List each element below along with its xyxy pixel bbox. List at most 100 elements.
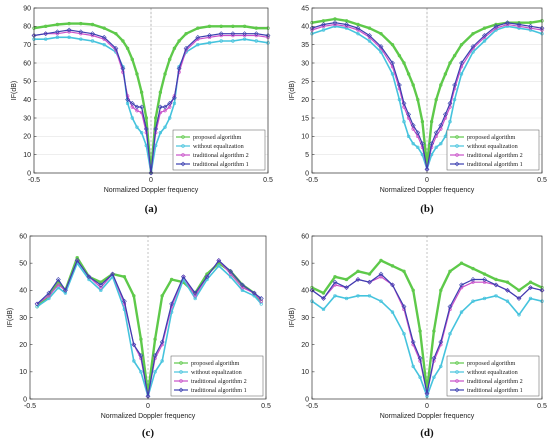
data-point [379, 31, 383, 36]
y-tick-label: 10 [301, 369, 309, 376]
data-point [258, 296, 264, 301]
data-point [163, 72, 167, 76]
data-point [367, 33, 372, 38]
data-point [193, 294, 197, 298]
legend-marker [179, 379, 183, 383]
y-tick-label: 20 [301, 97, 309, 104]
data-point [46, 290, 52, 296]
series-line-proposed [311, 17, 543, 167]
data-point [135, 72, 139, 76]
data-point [43, 37, 48, 41]
data-point [443, 72, 448, 76]
data-point [390, 60, 395, 66]
data-point [67, 35, 71, 40]
data-point [205, 275, 209, 279]
data-point [139, 104, 145, 110]
data-point [120, 66, 126, 71]
y-tick-label: 40 [301, 288, 309, 295]
data-point [228, 272, 233, 276]
y-tick-label: 0 [23, 396, 27, 403]
data-point [516, 296, 522, 301]
data-point [418, 375, 422, 379]
data-point [410, 339, 416, 345]
data-point [231, 24, 235, 29]
data-point [195, 34, 201, 40]
data-point [90, 22, 95, 27]
data-point [259, 299, 263, 303]
data-point [139, 130, 144, 135]
data-point [432, 375, 436, 379]
data-point [528, 285, 533, 291]
y-axis-label: IF(dB) [289, 81, 296, 100]
data-point [34, 301, 40, 307]
y-axis-label: IF(dB) [11, 81, 18, 100]
legend-label-trad1: traditional algorithm 1 [467, 387, 523, 394]
data-point [79, 21, 83, 26]
y-tick-label: 45 [301, 5, 309, 12]
data-point [402, 119, 406, 124]
data-point [129, 100, 135, 106]
data-point [418, 329, 422, 333]
data-point [74, 258, 80, 263]
data-point [139, 337, 143, 341]
y-tick-label: 50 [19, 261, 27, 268]
data-point [433, 130, 439, 136]
data-point [55, 22, 60, 27]
data-point [321, 296, 326, 301]
data-point [163, 125, 167, 129]
data-point [254, 26, 258, 30]
data-point [406, 72, 411, 76]
data-point [402, 332, 406, 336]
legend: proposed algorithm without equalization tr… [170, 355, 264, 397]
legend-label-trad2: traditional algorithm 2 [467, 378, 523, 385]
data-point [132, 294, 136, 298]
data-point [55, 35, 60, 40]
y-tick-label: 40 [301, 24, 309, 31]
legend-label-proposed: proposed algorithm [467, 134, 515, 141]
data-point [134, 104, 140, 110]
legend-label-trad1: traditional algorithm 1 [191, 387, 247, 394]
data-point [130, 57, 134, 62]
data-point [434, 145, 438, 150]
data-point [429, 141, 435, 147]
data-point [448, 269, 452, 274]
x-tick-label: 0 [425, 177, 429, 184]
legend-label-trad2: traditional algorithm 2 [191, 378, 247, 385]
x-tick-label: 0.5 [537, 177, 547, 184]
data-point [207, 24, 212, 29]
legend-label-proposed: proposed algorithm [467, 360, 515, 367]
data-point [153, 370, 157, 374]
y-tick-label: 5 [305, 152, 309, 159]
data-point [528, 23, 533, 29]
data-point [216, 258, 222, 263]
data-point [505, 280, 510, 284]
data-point [47, 294, 51, 298]
data-point [239, 282, 245, 288]
data-point [378, 271, 384, 277]
data-point [459, 60, 464, 66]
data-point [517, 313, 521, 317]
data-point [158, 90, 163, 95]
x-tick-label: 0.5 [263, 177, 273, 184]
legend-marker [455, 361, 459, 365]
series-line-trad1 [311, 22, 543, 170]
y-tick-label: 30 [301, 315, 309, 322]
legend: proposed algorithm without equalization tr… [446, 129, 540, 171]
data-point [196, 26, 200, 30]
data-point [240, 285, 245, 290]
data-point [470, 44, 476, 49]
data-point [321, 307, 326, 312]
data-point [160, 294, 164, 298]
data-point [344, 277, 349, 282]
data-point [252, 291, 256, 295]
data-point [424, 391, 430, 396]
y-tick-label: 0 [305, 396, 309, 403]
data-point [139, 90, 144, 95]
data-point [101, 34, 107, 40]
data-point [204, 274, 210, 280]
x-axis-label: Normalized Doppler frequency [380, 413, 475, 420]
panel-caption: (a) [145, 203, 158, 215]
legend-label-proposed: proposed algorithm [191, 360, 239, 367]
data-point [379, 50, 383, 54]
